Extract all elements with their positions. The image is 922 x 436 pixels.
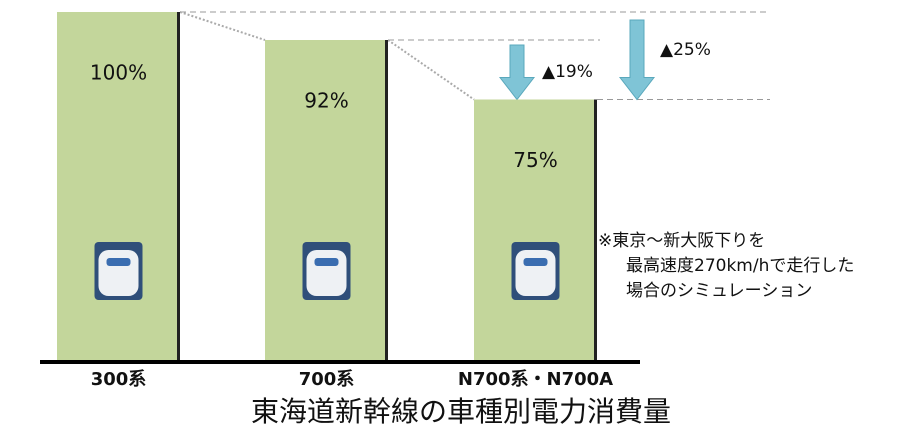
value-label: 100%	[90, 61, 147, 85]
value-label: 75%	[513, 148, 557, 172]
note: 場合のシミュレーション	[626, 281, 812, 301]
annotation: ▲25%	[660, 40, 711, 60]
connector	[388, 40, 474, 100]
x-tick-label: 700系	[299, 369, 355, 390]
bar-edge	[177, 12, 180, 362]
bar	[474, 100, 597, 363]
x-tick-label: N700系・N700A	[458, 369, 613, 390]
train-icon	[307, 250, 347, 296]
arrow	[500, 45, 534, 100]
annotation: ▲19%	[542, 62, 593, 82]
bar-edge	[594, 100, 597, 363]
chart: 東海道新幹線の車種別電力消費量 ▲19% ▲25% ※東京～新大阪下りを 最高速…	[0, 0, 922, 436]
train-icon	[107, 258, 131, 266]
note: ※東京～新大阪下りを	[598, 231, 765, 251]
connector	[180, 12, 265, 40]
bar-edge	[385, 40, 388, 362]
baseline	[40, 360, 640, 364]
arrow	[620, 20, 654, 100]
train-icon	[524, 258, 548, 266]
note: 最高速度270km/hで走行した	[626, 256, 854, 276]
train-icon	[315, 258, 339, 266]
train-icon	[516, 250, 556, 296]
chart-title: 東海道新幹線の車種別電力消費量	[251, 395, 671, 428]
value-label: 92%	[304, 89, 348, 113]
x-tick-label: 300系	[91, 369, 147, 390]
train-icon	[99, 250, 139, 296]
